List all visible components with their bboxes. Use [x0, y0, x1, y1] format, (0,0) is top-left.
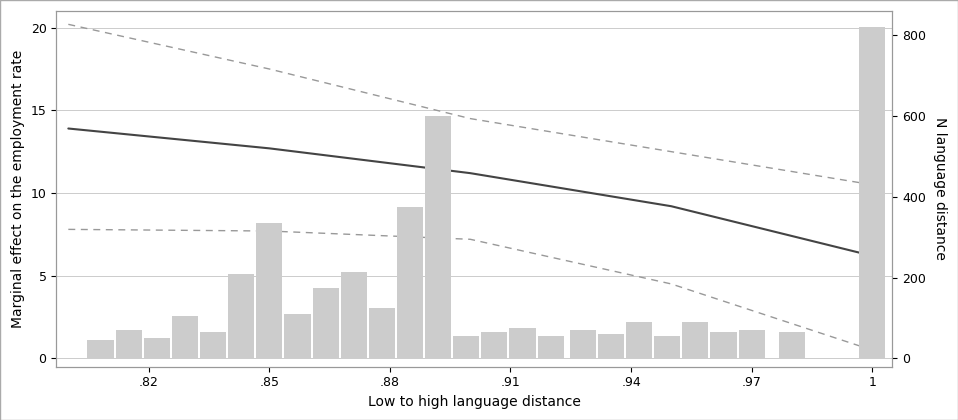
Bar — [859, 27, 885, 358]
Bar — [779, 332, 805, 358]
Bar — [570, 330, 596, 358]
Bar — [739, 330, 764, 358]
Bar — [87, 340, 114, 358]
Bar — [453, 336, 479, 358]
Bar — [341, 272, 367, 358]
Bar — [654, 336, 680, 358]
Bar — [682, 322, 708, 358]
Bar — [256, 223, 283, 358]
Bar — [369, 308, 395, 358]
Bar — [228, 273, 254, 358]
Bar — [200, 332, 226, 358]
Y-axis label: Marginal effect on the employment rate: Marginal effect on the employment rate — [11, 50, 25, 328]
Bar — [116, 330, 142, 358]
Y-axis label: N language distance: N language distance — [933, 118, 947, 260]
Bar — [425, 116, 451, 358]
Bar — [481, 332, 508, 358]
Bar — [537, 336, 563, 358]
Bar — [171, 316, 198, 358]
Bar — [510, 328, 536, 358]
Bar — [598, 334, 624, 358]
X-axis label: Low to high language distance: Low to high language distance — [368, 395, 581, 409]
Bar — [397, 207, 423, 358]
Bar — [711, 332, 737, 358]
Bar — [626, 322, 652, 358]
Bar — [144, 338, 170, 358]
Bar — [285, 314, 310, 358]
Bar — [312, 288, 338, 358]
